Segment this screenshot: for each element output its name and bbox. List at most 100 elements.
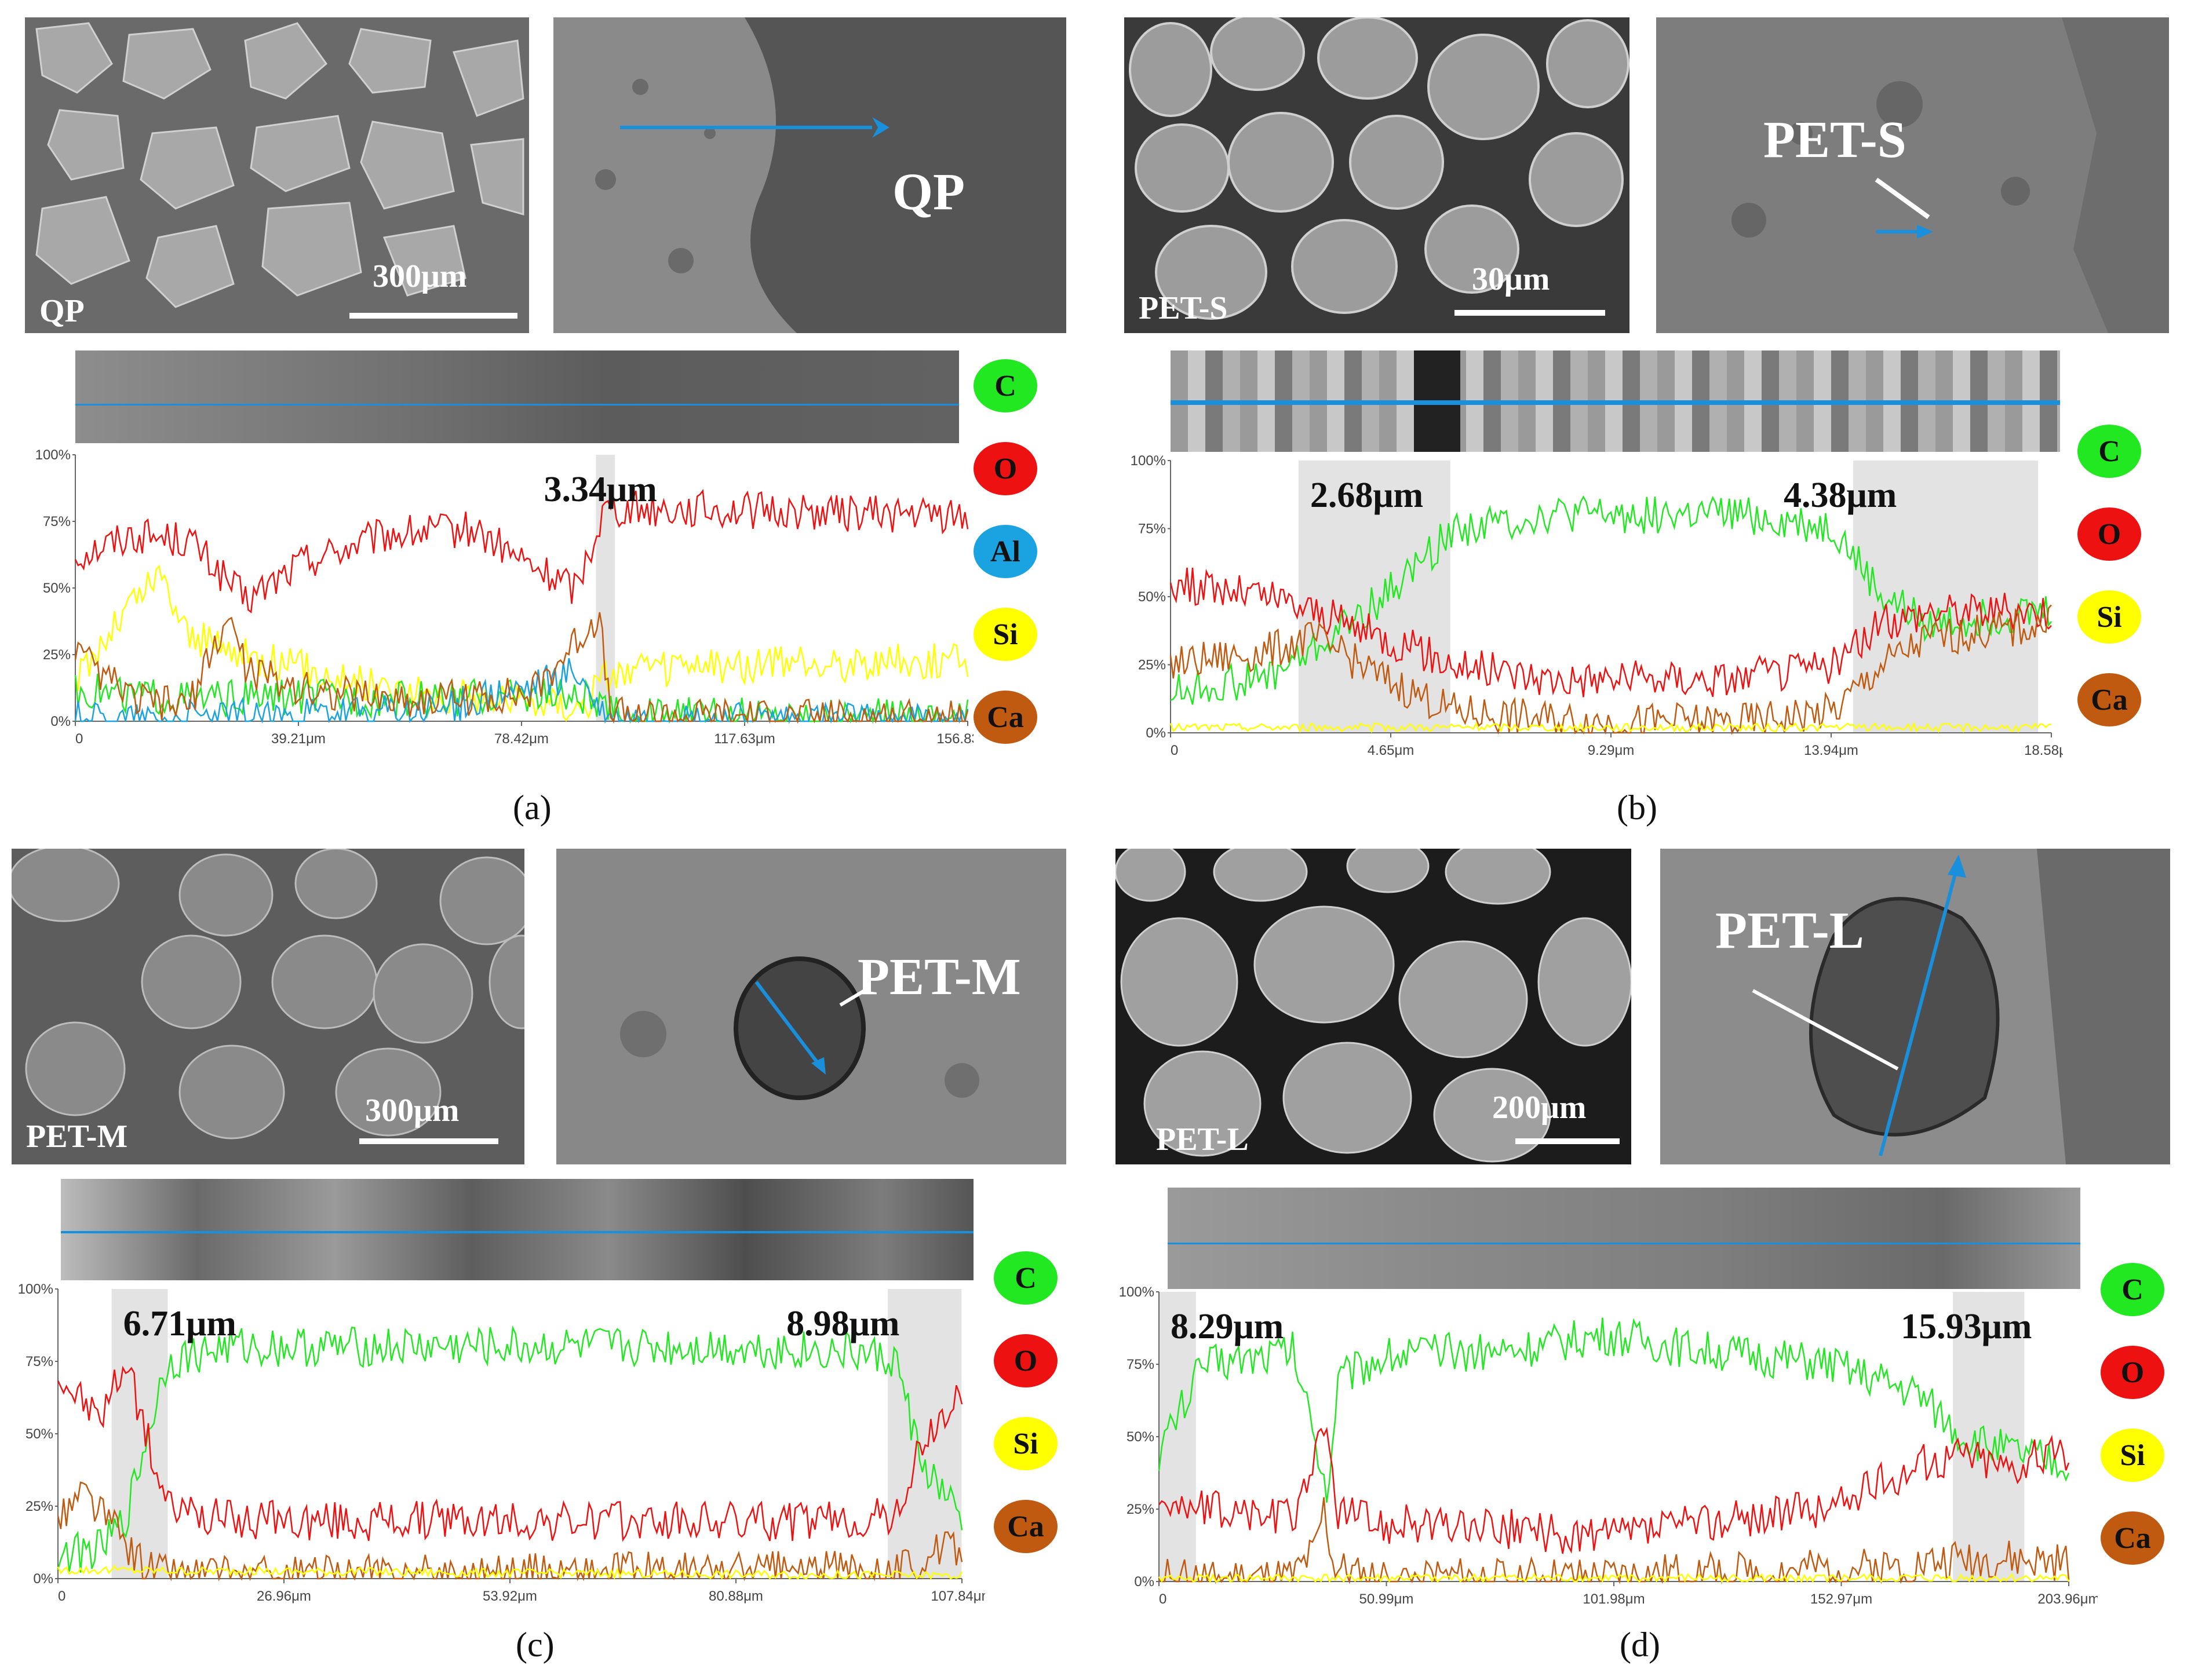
x-tick-label: 107.84μm [931, 1588, 985, 1604]
particle-label: PET-M [26, 1119, 128, 1155]
line-scan-strip [75, 350, 959, 443]
sem-image-particles: PET-S 30μm [1124, 17, 1629, 333]
legend-o: O [2101, 1346, 2164, 1399]
interface-band [1953, 1292, 2025, 1582]
panel-a: QP 300μm QP 100% 75% 50% 25% 0% 0 39.21μm 78.42… [0, 0, 1089, 834]
section-graphic [1752, 849, 2170, 1164]
series-ca-line [57, 1481, 963, 1582]
section-graphic [595, 17, 1066, 333]
y-tick-label: 25% [43, 647, 71, 663]
scale-bar-label: 200μm [1492, 1090, 1587, 1126]
interface-annotation: 4.38μm [1784, 476, 1897, 515]
y-tick-label: 75% [43, 514, 71, 529]
legend-si: Si [2101, 1429, 2164, 1482]
caption-b: (b) [1617, 788, 1657, 827]
sem-image-section: PET-S [1656, 17, 2169, 333]
interface-annotation: 3.34μm [544, 470, 657, 509]
particle-label: QP [39, 293, 85, 329]
sem-image-section: PET-L [1660, 849, 2170, 1164]
section-graphic [1731, 17, 2169, 333]
particles-graphic [35, 22, 524, 308]
scan-line-arrow [754, 981, 822, 1067]
x-tick-label: 4.65μm [1368, 743, 1415, 758]
scan-line [61, 1231, 974, 1233]
scale-bar [1515, 1138, 1620, 1144]
arrow-head-icon [1948, 854, 1966, 878]
section-label: PET-S [1763, 111, 1906, 169]
x-tick-label: 53.92μm [483, 1588, 537, 1604]
line-scan-chart: 100% 75% 50% 25% 0% 0 4.65μm 9.29μm 13.94μm 18.58… [1131, 455, 2063, 758]
y-tick-label: 75% [1138, 521, 1166, 537]
x-tick-label: 203.96μm [2037, 1591, 2098, 1607]
legend-si: Si [974, 608, 1037, 661]
interface-band [111, 1289, 168, 1579]
arrow-head-icon [1917, 225, 1933, 239]
panel-d: PET-L 200μm PET-L 100% 75% 50% 25% 0% 0 50.99μ… [1101, 834, 2191, 1680]
y-tick-label: 100% [35, 449, 71, 463]
particle-label: PET-S [1139, 290, 1228, 326]
x-tick-label: 152.97μm [1810, 1591, 1872, 1607]
x-tick-label: 117.63μm [714, 731, 775, 747]
scan-line-arrow [1879, 871, 1957, 1156]
interface-annotation: 2.68μm [1310, 476, 1423, 515]
legend-o: O [974, 442, 1037, 495]
y-tick-label: 0% [33, 1571, 53, 1587]
line-scan-chart: 100% 75% 50% 25% 0% 0 50.99μm 101.98μm 152.97μm 2… [1119, 1284, 2098, 1607]
interface-annotation: 8.29μm [1171, 1307, 1284, 1346]
series-si-line [74, 564, 969, 722]
particle-label: PET-L [1156, 1122, 1249, 1157]
particles-graphic [1115, 849, 1631, 1163]
y-tick-label: 100% [1131, 455, 1166, 469]
panel-b: PET-S 30μm PET-S 100% 75% 50% 25% 0% 0 4.65μm 9… [1101, 0, 2191, 834]
legend-o: O [2077, 507, 2141, 561]
x-tick-label: 156.83μm [936, 731, 974, 747]
line-scan-chart: 100% 75% 50% 25% 0% 0 26.96μm 53.92μm 80.88μm 107… [18, 1281, 985, 1604]
pointer-line [839, 986, 870, 1007]
scale-bar-label: 300μm [373, 258, 467, 294]
scale-bar [349, 313, 517, 319]
sem-image-particles: PET-M 300μm [12, 849, 524, 1164]
section-label: QP [892, 163, 965, 221]
legend-c: C [974, 359, 1037, 412]
line-scan-strip [61, 1179, 974, 1280]
legend-si: Si [2077, 590, 2141, 644]
panel-c: PET-M 300μm PET-M 100% 75% 50% 25% 0% 0 26.96μ… [0, 834, 1089, 1680]
x-tick-label: 0 [1159, 1591, 1166, 1607]
section-graphic [620, 956, 979, 1100]
series-ca-line [1169, 604, 2052, 736]
x-tick-label: 13.94μm [1804, 743, 1858, 758]
x-tick-label: 9.29μm [1588, 743, 1635, 758]
interface-annotation: 6.71μm [123, 1304, 236, 1343]
section-label: PET-L [1715, 902, 1864, 959]
series-si-line [57, 1565, 963, 1580]
x-tick-label: 39.21μm [271, 731, 326, 747]
y-tick-label: 50% [25, 1426, 53, 1442]
series-si-line [1158, 1573, 2070, 1584]
line-scan-strip [1171, 350, 2060, 452]
y-tick-label: 75% [25, 1354, 53, 1369]
legend-c: C [2101, 1263, 2164, 1316]
series-o-line [1158, 1426, 2070, 1554]
series-si-line [1169, 721, 2052, 733]
legend-o: O [994, 1334, 1058, 1387]
scale-bar-label: 300μm [365, 1093, 460, 1128]
y-tick-label: 50% [1138, 589, 1166, 605]
caption-a: (a) [513, 788, 552, 827]
interface-band [888, 1289, 962, 1579]
x-tick-label: 50.99μm [1359, 1591, 1414, 1607]
y-tick-label: 25% [1127, 1502, 1154, 1517]
y-tick-label: 0% [1146, 725, 1166, 741]
x-tick-label: 80.88μm [709, 1588, 763, 1604]
series-o-line [1169, 567, 2052, 697]
legend-al: Al [974, 525, 1037, 578]
legend-si: Si [994, 1417, 1058, 1470]
section-label: PET-M [858, 948, 1021, 1006]
legend-ca: Ca [974, 691, 1037, 744]
caption-c: (c) [516, 1626, 555, 1664]
y-tick-label: 100% [1119, 1284, 1154, 1300]
line-scan-chart: 100% 75% 50% 25% 0% 0 39.21μm 78.42μm 117.63μm 15… [35, 449, 974, 747]
sem-image-section: QP [553, 17, 1066, 333]
legend-c: C [994, 1251, 1058, 1305]
series-c-line [57, 1325, 963, 1573]
scale-bar [1454, 310, 1605, 316]
